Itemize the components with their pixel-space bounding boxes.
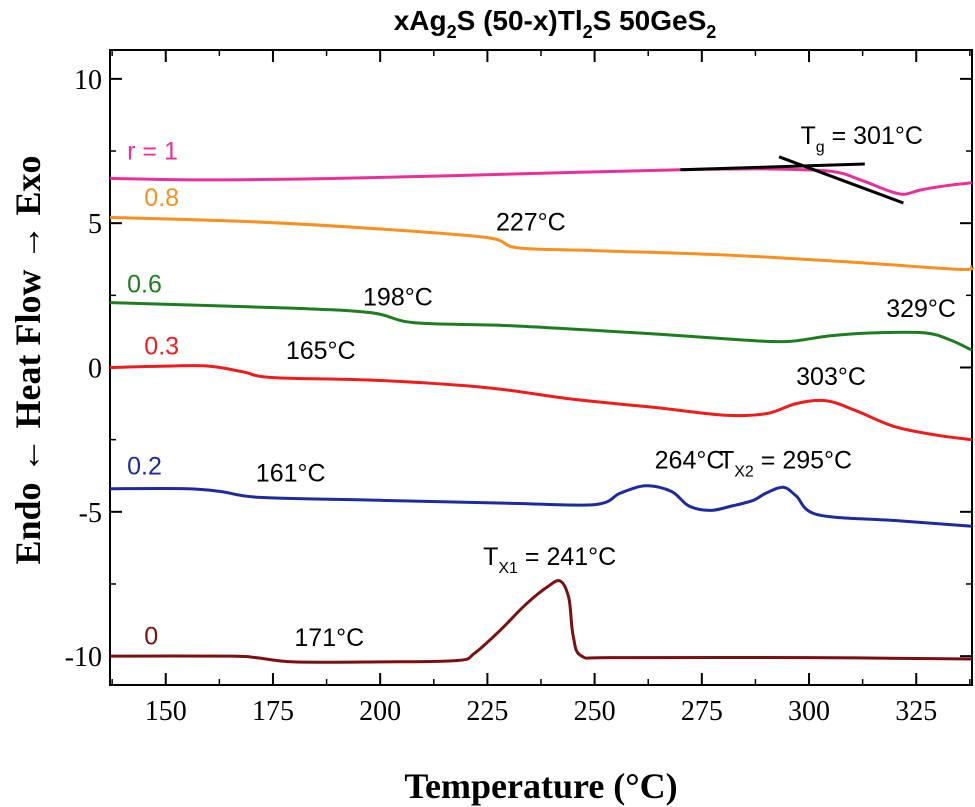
series-line [109,167,973,196]
x-tick-label: 275 [681,696,723,727]
annotation: TX1 = 241°C [483,543,616,577]
annotation: 303°C [796,363,866,391]
annotation: 264°C [655,447,725,475]
x-tick-label: 175 [252,696,294,727]
series-label: 0.6 [127,270,162,298]
series-line [109,215,974,271]
chart-title: xAg2S (50-x)Tl2S 50GeS2 [394,5,717,42]
annotation: 171°C [294,624,364,652]
annotation: 329°C [886,295,956,323]
series-line [109,364,973,442]
x-tick-label: 225 [466,696,508,727]
x-tick-label: 300 [788,696,830,727]
series-label: 0.8 [144,184,179,212]
plot-area: 150 175 200 225 250 275 300 325 10 5 0 -5 -10 r = 1 0.… [65,49,974,727]
y-tick-label: -5 [79,498,102,529]
series-label: 0.2 [127,452,162,480]
annotation: 165°C [286,337,356,365]
x-tick-label: 200 [359,696,401,727]
series-label: r = 1 [127,138,178,166]
y-axis-title: Endo ← Heat Flow → Exo [8,155,48,564]
y-tick-label: 5 [88,209,102,240]
annotation: TX2 = 295°C [719,447,852,481]
tangent-line [680,162,865,172]
x-axis-title: Temperature (°C) [404,766,677,806]
x-tick-label: 250 [574,696,616,727]
series-label: 0 [144,623,158,651]
series-line [109,301,973,352]
annotation: 227°C [496,208,566,236]
annotation: 198°C [363,283,433,311]
tangent-line [778,155,904,205]
y-tick-label: 10 [74,65,102,96]
x-tick-label: 325 [895,696,937,727]
y-tick-label: -10 [65,642,102,673]
annotation: Tg = 301°C [800,122,922,156]
series-line [109,484,973,528]
series-line [109,579,973,664]
y-tick-label: 0 [88,354,102,385]
annotation: 161°C [256,460,326,488]
x-tick-label: 150 [145,696,187,727]
series-label: 0.3 [144,333,179,361]
